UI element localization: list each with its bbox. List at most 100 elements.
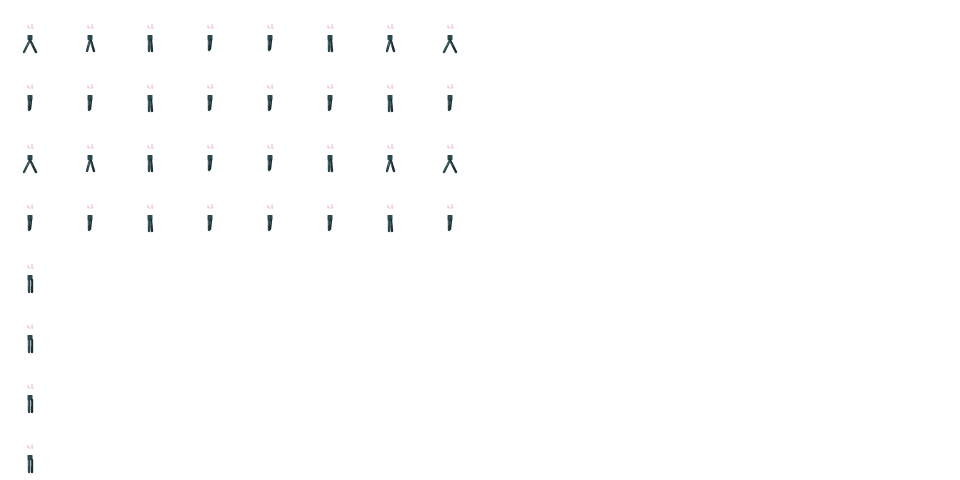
right-leg — [389, 98, 394, 113]
legs-sprite-icon — [385, 144, 396, 173]
right-leg — [28, 218, 33, 231]
hips — [387, 95, 393, 100]
feet-marker — [147, 204, 154, 209]
right-leg — [328, 98, 333, 111]
hips — [447, 155, 453, 160]
feet-marker — [447, 144, 454, 149]
leg-highlight — [150, 220, 152, 226]
sprite-frame — [180, 60, 240, 120]
leg-highlight — [87, 160, 90, 166]
leg-highlight — [29, 220, 31, 225]
hips — [267, 155, 273, 160]
legs-sprite-icon — [267, 84, 274, 112]
leg-highlight — [269, 160, 271, 165]
hips — [27, 455, 33, 460]
legs-sprite-icon — [147, 84, 154, 113]
legs-sprite-icon — [207, 24, 214, 52]
sprite-frame — [420, 60, 480, 120]
leg-highlight — [329, 100, 331, 105]
sprite-frame — [300, 0, 360, 60]
sprite-frame — [180, 180, 240, 240]
hips — [27, 215, 33, 220]
sprite-frame — [300, 120, 360, 180]
sprite-frame — [360, 60, 420, 120]
feet-marker — [447, 84, 454, 89]
right-leg — [448, 38, 458, 54]
leg-highlight — [89, 220, 91, 225]
hips — [387, 155, 393, 160]
feet-marker — [387, 24, 394, 29]
sprite-frame — [360, 180, 420, 240]
right-leg — [208, 38, 213, 51]
sprite-frame — [0, 360, 60, 420]
legs-sprite-icon — [387, 84, 394, 113]
hips — [207, 95, 213, 100]
right-leg — [28, 38, 38, 54]
feet-marker — [27, 324, 34, 329]
hips — [327, 155, 333, 160]
right-leg — [329, 158, 334, 173]
right-leg — [329, 38, 334, 53]
right-leg — [149, 38, 154, 53]
sprite-frame — [0, 240, 60, 300]
legs-sprite-icon — [27, 444, 34, 474]
legs-sprite-icon — [147, 24, 154, 53]
legs-sprite-icon — [327, 24, 334, 53]
leg-highlight — [449, 100, 451, 105]
feet-marker — [387, 84, 394, 89]
leg-highlight — [390, 220, 392, 226]
sprite-frame — [180, 0, 240, 60]
hips — [267, 95, 273, 100]
legs-sprite-icon — [147, 144, 154, 173]
sprite-frame — [120, 0, 180, 60]
hips — [27, 95, 33, 100]
leg-highlight — [90, 41, 93, 47]
leg-highlight — [390, 161, 393, 167]
hips — [147, 35, 153, 40]
right-leg — [89, 39, 96, 53]
feet-marker — [267, 84, 274, 89]
legs-sprite-icon — [85, 144, 96, 173]
right-leg — [268, 218, 273, 231]
right-leg — [88, 218, 93, 231]
sprite-frame — [240, 180, 300, 240]
right-leg — [268, 38, 273, 51]
legs-sprite-icon — [447, 204, 454, 232]
hips — [387, 215, 393, 220]
leg-highlight — [269, 100, 271, 105]
leg-highlight — [329, 220, 331, 225]
right-leg — [389, 39, 396, 53]
right-leg — [208, 98, 213, 111]
right-leg — [149, 98, 154, 113]
feet-marker — [447, 204, 454, 209]
hips — [207, 35, 213, 40]
leg-highlight — [209, 100, 211, 105]
sprite-frame — [420, 180, 480, 240]
sprite-frame — [180, 120, 240, 180]
leg-highlight — [390, 100, 392, 106]
legs-sprite-icon — [387, 204, 394, 233]
sprite-frame — [120, 180, 180, 240]
hips — [87, 95, 93, 100]
feet-marker — [147, 24, 154, 29]
sprite-frame — [120, 60, 180, 120]
leg-highlight — [269, 40, 271, 45]
leg-highlight — [26, 40, 30, 47]
sprite-frame — [300, 180, 360, 240]
legs-sprite-icon — [267, 204, 274, 232]
right-leg — [208, 158, 213, 171]
leg-highlight — [269, 220, 271, 225]
right-leg — [268, 98, 273, 111]
feet-marker — [27, 84, 34, 89]
sprite-frame — [60, 120, 120, 180]
feet-marker — [207, 204, 214, 209]
sprite-frame — [120, 120, 180, 180]
sprite-frame — [240, 60, 300, 120]
leg-highlight — [150, 160, 152, 166]
feet-marker — [207, 84, 214, 89]
sprite-frame — [0, 60, 60, 120]
feet-marker — [27, 264, 34, 269]
leg-highlight — [89, 100, 91, 105]
feet-marker — [87, 84, 94, 89]
sprite-frame — [360, 120, 420, 180]
